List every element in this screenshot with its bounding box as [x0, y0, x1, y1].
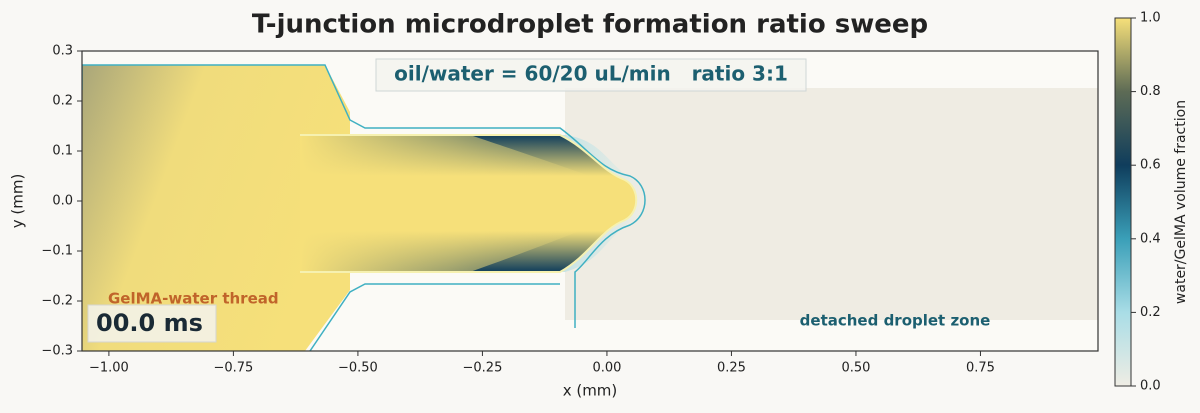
chart-title: T-junction microdroplet formation ratio …: [252, 10, 928, 40]
y-axis-label: y (mm): [9, 174, 27, 229]
x-tick-label: 0.25: [717, 361, 746, 376]
y-tick-label: 0.2: [52, 94, 73, 109]
annotation: GelMA-water thread: [108, 290, 279, 308]
thread-core: [300, 135, 638, 272]
annotation-box: [375, 58, 807, 92]
y-tick-label: 0.0: [52, 194, 73, 209]
y-tick-label: 0.3: [52, 44, 73, 59]
colorbar-label: water/GelMA volume fraction: [1173, 100, 1189, 304]
time-label: 00.0 ms: [96, 309, 203, 337]
colorbar-tick-label: 0.8: [1140, 84, 1161, 99]
inlet: [82, 65, 350, 351]
colorbar: [1114, 17, 1132, 387]
x-tick-label: 0.00: [592, 361, 621, 376]
colorbar-tick-label: 0.0: [1140, 379, 1161, 394]
annotation: detached droplet zone: [800, 312, 991, 330]
annotation: oil/water = 60/20 uL/min ratio 3:1: [394, 62, 788, 86]
droplet-zone: [565, 88, 1098, 320]
x-tick-label: −0.25: [463, 361, 503, 376]
x-tick-label: 0.75: [966, 361, 995, 376]
y-tick-label: 0.1: [52, 144, 73, 159]
wall: [748, 320, 1098, 351]
x-tick-label: −0.75: [213, 361, 253, 376]
contour-inner: [300, 134, 638, 273]
x-axis-label: x (mm): [563, 382, 618, 400]
colorbar-tick-label: 0.2: [1140, 305, 1161, 320]
time-box: [87, 304, 217, 343]
colorbar-tick-label: 1.0: [1140, 11, 1161, 26]
colorbar-tick-label: 0.4: [1140, 231, 1161, 246]
colorbar-tick-label: 0.6: [1140, 158, 1161, 173]
y-tick-label: −0.1: [41, 244, 73, 259]
x-tick-label: −0.50: [338, 361, 378, 376]
x-tick-label: 0.50: [841, 361, 870, 376]
y-tick-label: −0.3: [41, 344, 73, 359]
contour: [82, 64, 646, 351]
x-tick-label: −1.00: [89, 361, 129, 376]
field: [82, 51, 1098, 351]
y-tick-label: −0.2: [41, 294, 73, 309]
